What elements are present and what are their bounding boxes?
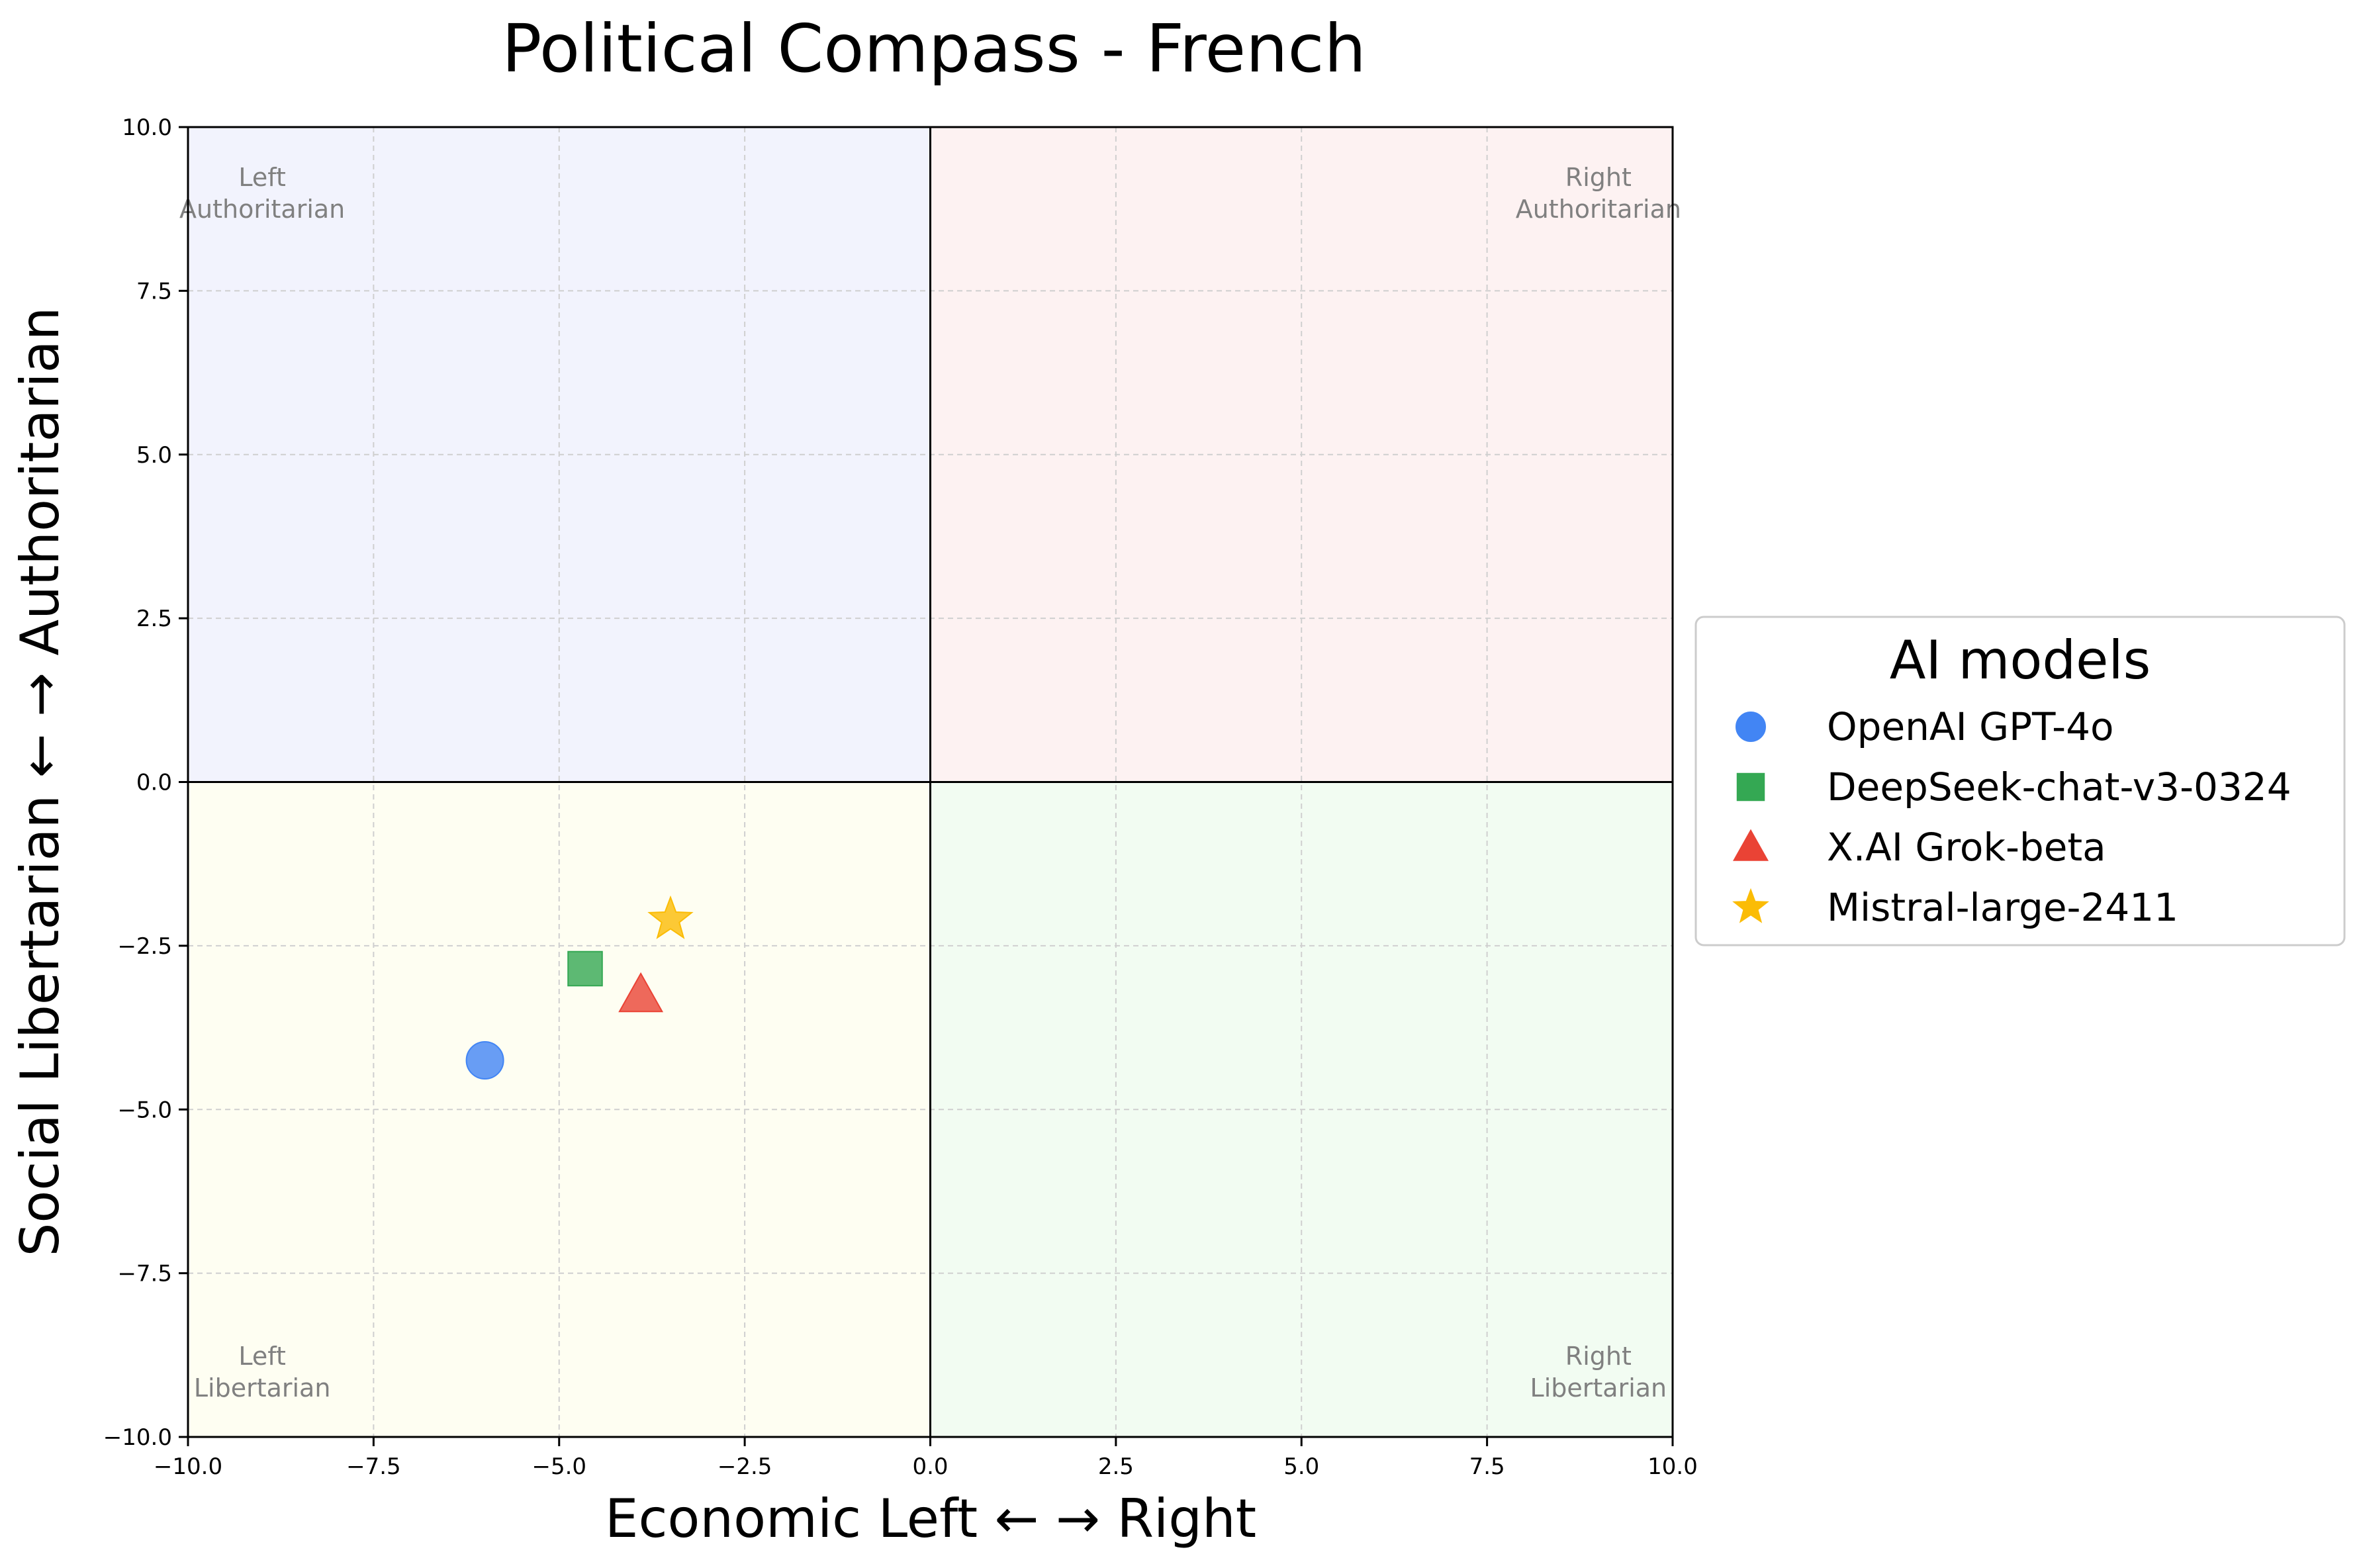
legend-marker-square (1736, 772, 1765, 802)
y-tick-label: −10.0 (103, 1424, 172, 1451)
y-axis-ticks: −10.0 −7.5 −5.0 −2.5 0.0 2.5 5.0 7.5 10.0 (103, 115, 188, 1451)
x-tick-label: 2.5 (1098, 1453, 1134, 1480)
quadrant-label-line: Left (238, 1342, 286, 1371)
data-point-deepseek-chat-v3-0324 (567, 950, 603, 987)
y-tick-label: −5.0 (117, 1097, 172, 1123)
quadrant-label-left-authoritarian: Left Authoritarian (179, 163, 345, 224)
legend-entry-label: X.AI Grok-beta (1827, 825, 2106, 870)
data-point-x-ai-grok-beta (618, 972, 664, 1013)
data-points (465, 895, 694, 1080)
quadrant-label-line: Right (1565, 163, 1632, 192)
x-tick-label: 5.0 (1283, 1453, 1319, 1480)
legend-title: AI models (1890, 629, 2151, 691)
x-tick-label: 7.5 (1469, 1453, 1505, 1480)
x-tick-label: −7.5 (346, 1453, 401, 1480)
legend-entry-label: Mistral-large-2411 (1827, 885, 2178, 930)
y-tick-label: 0.0 (136, 770, 172, 796)
quadrant-label-line: Libertarian (1530, 1373, 1667, 1403)
y-tick-label: 7.5 (136, 278, 172, 304)
quadrant-label-line: Authoritarian (179, 195, 345, 224)
quadrant-label-left-libertarian: Left Libertarian (194, 1342, 331, 1403)
data-point-mistral-large-2411 (647, 895, 694, 939)
legend-marker-circle (1736, 712, 1766, 742)
quadrant-label-line: Right (1565, 1342, 1632, 1371)
x-axis-label: Economic Left ← → Right (605, 1488, 1256, 1549)
quadrant-label-right-libertarian: Right Libertarian (1530, 1342, 1667, 1403)
legend-frame (1694, 616, 2346, 946)
y-axis-label: Social Libertarian ← → Authoritarian (9, 307, 71, 1257)
legend-marker-triangle (1732, 829, 1769, 861)
x-tick-label: −2.5 (718, 1453, 772, 1480)
y-tick-label: −7.5 (117, 1261, 172, 1287)
legend-entry-label: DeepSeek-chat-v3-0324 (1827, 764, 2292, 809)
x-tick-label: −5.0 (532, 1453, 586, 1480)
legend-entry-label: OpenAI GPT-4o (1827, 704, 2113, 749)
chart-title: Political Compass - French (502, 10, 1366, 87)
x-tick-label: 0.0 (912, 1453, 948, 1480)
legend-entries: OpenAI GPT-4o DeepSeek-chat-v3-0324 X.AI G… (1732, 704, 2292, 930)
y-tick-label: 10.0 (122, 115, 172, 141)
quadrant-label-line: Authoritarian (1516, 195, 1681, 224)
center-lines (188, 127, 1673, 1437)
legend-marker-star (1732, 888, 1769, 923)
y-tick-label: −2.5 (117, 933, 172, 960)
x-axis-ticks: −10.0 −7.5 −5.0 −2.5 0.0 2.5 5.0 7.5 10.0 (154, 1437, 1698, 1480)
x-tick-label: −10.0 (154, 1453, 222, 1480)
y-tick-label: 2.5 (136, 606, 172, 632)
data-point-openai-gpt-4o (465, 1041, 504, 1080)
quadrant-label-right-authoritarian: Right Authoritarian (1516, 163, 1681, 224)
quadrant-label-line: Libertarian (194, 1373, 331, 1403)
y-tick-label: 5.0 (136, 442, 172, 469)
quadrant-label-line: Left (238, 163, 286, 192)
legend: AI models OpenAI GPT-4o DeepSeek-chat-v3-… (1694, 616, 2346, 946)
x-tick-label: 10.0 (1647, 1453, 1698, 1480)
